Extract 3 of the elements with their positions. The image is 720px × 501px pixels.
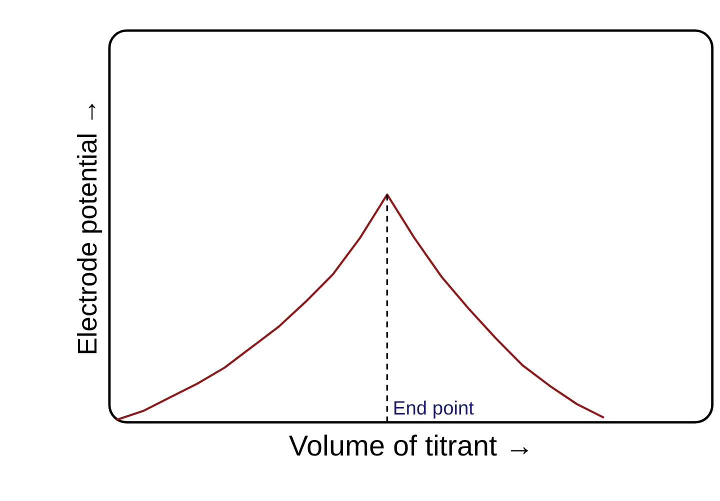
annotation: End point xyxy=(392,398,475,420)
y-axis-title: Electrode potential → xyxy=(72,98,102,356)
x-axis-title: Volume of titrant → xyxy=(288,430,534,462)
